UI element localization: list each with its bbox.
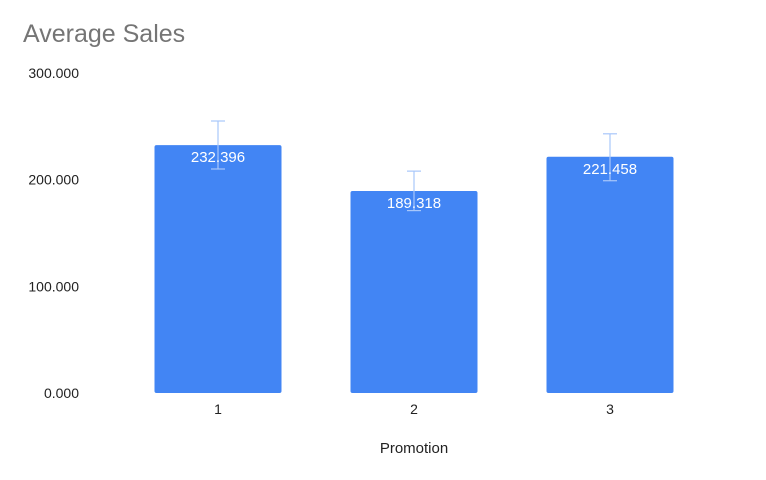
x-axis-title: Promotion [380, 440, 448, 457]
data-label: 232.396 [191, 149, 245, 166]
y-tick-label: 100.000 [28, 278, 79, 294]
x-tick-label: 1 [214, 401, 222, 417]
bar [350, 191, 478, 393]
y-tick-label: 200.000 [28, 172, 79, 188]
data-label: 189.318 [387, 195, 441, 212]
bar [154, 145, 282, 393]
bar [546, 156, 674, 393]
chart-title: Average Sales [23, 20, 186, 48]
y-tick-label: 300.000 [28, 65, 79, 81]
data-label: 221.458 [583, 161, 637, 178]
y-tick-label: 0.000 [44, 385, 79, 401]
x-tick-label: 3 [606, 401, 614, 417]
x-tick-label: 2 [410, 401, 418, 417]
